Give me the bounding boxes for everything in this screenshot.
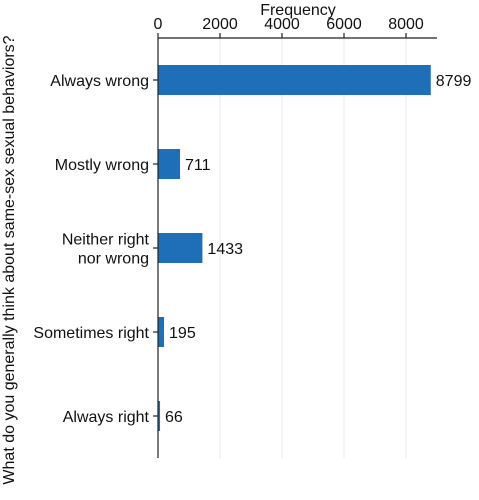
bar-value-label: 66 <box>165 409 183 426</box>
x-tick-label: 8000 <box>388 16 424 33</box>
category-label: Mostly wrong <box>55 157 149 174</box>
bar-value-label: 1433 <box>207 241 243 258</box>
bar-value-label: 711 <box>185 157 211 174</box>
bar <box>158 317 165 347</box>
bar <box>158 233 203 263</box>
x-axis-title: Frequency <box>260 2 336 19</box>
x-tick-label: 6000 <box>326 16 362 33</box>
x-tick-label: 2000 <box>202 16 238 33</box>
value-labels: 8799 711 1433 195 66 <box>165 73 471 426</box>
x-tick-label: 4000 <box>264 16 300 33</box>
category-label: Neither right <box>62 232 150 249</box>
category-label: Always right <box>63 409 150 426</box>
category-label: Sometimes right <box>33 325 149 342</box>
category-label: nor wrong <box>78 251 149 268</box>
bar <box>158 65 431 95</box>
x-axis-ticks: 0 2000 4000 6000 8000 <box>153 16 424 417</box>
y-axis-title: What do you generally think about same-s… <box>1 35 18 484</box>
gridlines <box>219 38 407 458</box>
bar <box>158 149 181 179</box>
bar-value-label: 8799 <box>436 73 472 90</box>
category-label: Always wrong <box>50 73 149 90</box>
bar-value-label: 195 <box>169 325 196 342</box>
bar <box>158 401 161 431</box>
bars <box>158 65 431 431</box>
x-tick-label: 0 <box>154 16 163 33</box>
category-labels: Always wrong Mostly wrong Neither right nor… <box>33 73 149 426</box>
